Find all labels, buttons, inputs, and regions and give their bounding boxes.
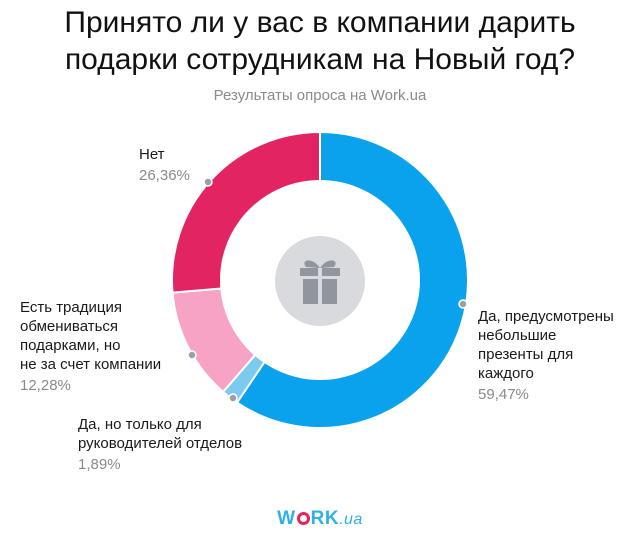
marker-no [203,177,213,187]
slice-label-exchange-tradition: Есть традиция обмениваться подарками, но… [20,298,161,395]
slice-percent: 26,36% [139,167,190,184]
slice-name: Нет [139,146,165,163]
slice-name: Да, предусмотрены небольшие презенты для… [478,308,614,382]
marker-yes-small-gifts [458,299,468,309]
slice-name: Есть традиция обмениваться подарками, но… [20,299,162,373]
slice-label-yes-managers-only: Да, но только для руководителей отделов … [78,415,242,474]
slice-label-no: Нет 26,36% [139,145,190,185]
marker-exchange-tradition [187,350,197,360]
slice-name: Да, но только для руководителей отделов [78,416,243,452]
logo-target-icon [296,512,310,525]
chart-subtitle: Результаты опроса на Work.ua [213,87,427,104]
label-markers [187,177,468,403]
chart-title-line-2: подарки сотрудникам на Новый год? [64,43,576,76]
gift-icon [275,236,365,326]
work-ua-logo: W RK.ua [277,508,363,529]
slice-percent: 12,28% [20,377,71,394]
slice-percent: 59,47% [478,386,529,403]
marker-yes-managers-only [228,393,238,403]
chart-title-line-1: Принято ли у вас в компании дарить [64,6,576,39]
slice-percent: 1,89% [78,456,121,473]
chart-title: Принято ли у вас в компании дарить подар… [0,4,640,78]
slice-label-yes-small-gifts: Да, предусмотрены небольшие презенты для… [478,307,614,404]
